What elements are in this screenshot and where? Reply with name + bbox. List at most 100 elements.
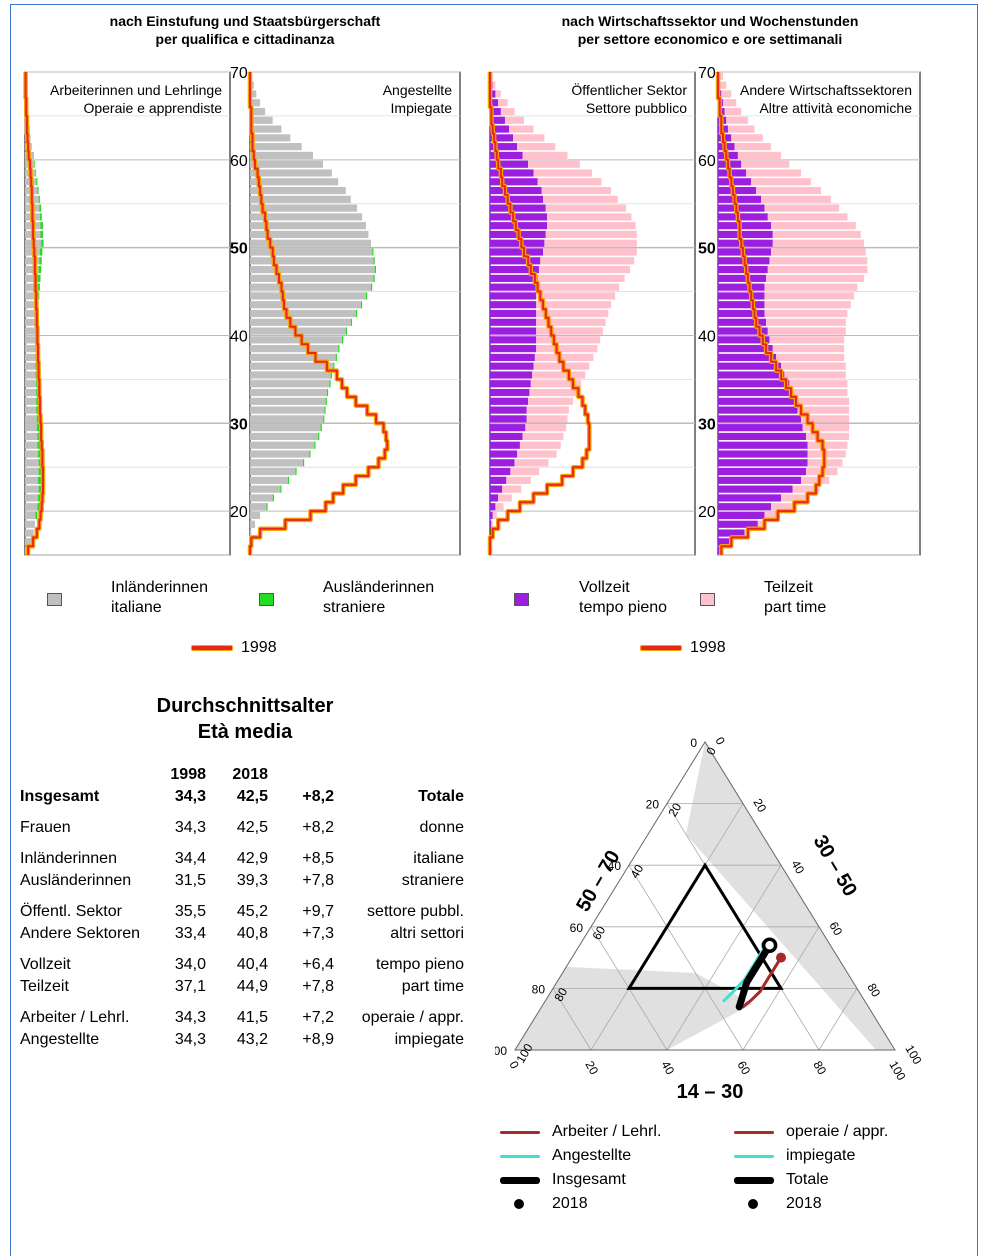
legend-label-vollzeit: Vollzeit tempo pieno xyxy=(579,579,668,616)
bar-b xyxy=(514,459,549,467)
bar-a xyxy=(490,204,546,212)
bar-a xyxy=(718,239,773,247)
bar-b xyxy=(38,476,43,484)
bar-b xyxy=(764,511,780,520)
grid-bottom xyxy=(666,864,782,1051)
bar-a xyxy=(250,107,266,116)
bar-b xyxy=(536,301,612,309)
bar-b xyxy=(543,195,618,203)
bar-a xyxy=(25,397,37,405)
bar-b xyxy=(764,301,851,309)
cell-d: +9,7 xyxy=(302,903,334,920)
cell-v2: 44,9 xyxy=(236,978,268,995)
ternary-legend-label: 2018 xyxy=(786,1195,822,1212)
bar-b xyxy=(504,116,524,124)
bar-b xyxy=(302,459,305,467)
y-tick-label: 50 xyxy=(230,241,248,258)
bar-b xyxy=(776,353,845,361)
legend-label-1998-left: 1998 xyxy=(241,639,277,656)
bar-b xyxy=(41,239,44,247)
cell-d: +8,2 xyxy=(302,788,334,805)
bar-a xyxy=(490,424,526,432)
bar-b xyxy=(373,257,375,265)
avg-table: 1998 2018 Insgesamt 34,3 42,5 +8,2 Totale Fra… xyxy=(20,764,464,1051)
cell-de: Arbeiter / Lehrl. xyxy=(20,1009,130,1026)
table-spacer xyxy=(20,839,464,848)
table-row: Andere Sektoren 33,4 40,8 +7,3 altri settori xyxy=(20,923,464,945)
bar-a xyxy=(250,274,374,282)
bar-a xyxy=(490,301,537,309)
bar-a xyxy=(250,186,346,195)
bar-a xyxy=(490,134,514,142)
bar-b xyxy=(545,204,626,212)
bar-b xyxy=(38,195,40,203)
bar-a xyxy=(490,406,527,414)
panel-title-de: Andere Wirtschaftssektoren xyxy=(740,82,912,98)
bar-a xyxy=(250,230,369,239)
bar-a xyxy=(490,160,529,168)
cell-de: Inländerinnen xyxy=(20,850,117,867)
bar-b xyxy=(796,397,850,405)
bar-a xyxy=(250,283,371,291)
bar-a xyxy=(25,494,39,502)
bar-a xyxy=(718,283,765,291)
bar-b xyxy=(314,441,316,449)
bar-b xyxy=(734,143,772,151)
bar-b xyxy=(500,107,515,116)
bar-b xyxy=(545,230,637,239)
bar-a xyxy=(490,213,548,221)
tick-bottom: 40 xyxy=(658,1059,677,1078)
avg-title-de: Durchschnittsalter xyxy=(156,695,334,717)
bar-a xyxy=(490,362,534,370)
bar-b xyxy=(365,292,368,300)
bar-a xyxy=(490,125,510,133)
bar-b xyxy=(38,266,42,274)
cell-d: +7,2 xyxy=(302,1009,334,1026)
bar-a xyxy=(250,257,374,265)
bar-a xyxy=(718,318,767,326)
bar-b xyxy=(324,406,326,414)
bar-b xyxy=(766,274,865,282)
ternary-legend-label: impiegate xyxy=(786,1147,856,1164)
y-tick-label: 60 xyxy=(698,153,716,170)
bar-b xyxy=(40,230,43,239)
avg-title: Durchschnittsalter Età media xyxy=(100,693,390,745)
bar-a xyxy=(250,143,302,151)
ternary-legend-mark xyxy=(500,1176,540,1184)
panel-title-de: Öffentlicher Sektor xyxy=(571,81,687,98)
legend-swatch-inland xyxy=(47,593,62,606)
cell-v1: 35,5 xyxy=(174,903,206,920)
cell-v2: 39,3 xyxy=(236,872,268,889)
bar-b xyxy=(784,371,846,379)
ternary-legend-mark xyxy=(734,1154,774,1158)
bar-a xyxy=(25,362,36,370)
bar-b xyxy=(37,274,41,282)
grid-left xyxy=(552,988,592,1051)
bar-b xyxy=(333,362,335,370)
ternary-legend-label: 2018 xyxy=(552,1195,588,1212)
bar-b xyxy=(506,476,531,484)
bar-a xyxy=(25,511,36,520)
bar-b xyxy=(498,494,512,502)
bar-a xyxy=(718,432,806,441)
bar-b xyxy=(266,503,268,511)
ternary-legend-mark xyxy=(500,1154,540,1158)
bar-a xyxy=(490,143,518,151)
cell-de: Vollzeit xyxy=(20,956,71,973)
tick-bottom: 20 xyxy=(582,1059,601,1078)
cell-de: Teilzeit xyxy=(20,978,69,995)
bar-a xyxy=(490,239,545,247)
bar-a xyxy=(490,353,535,361)
series-path xyxy=(735,941,774,1011)
bar-a xyxy=(490,441,520,449)
bar-b xyxy=(536,318,606,326)
bar-a xyxy=(250,406,325,414)
bar-b xyxy=(272,494,274,502)
bar-a xyxy=(25,283,37,291)
bar-a xyxy=(718,467,806,476)
legend-swatch-ausland xyxy=(259,593,274,606)
ternary-chart: 0100010020802080406040606040604080208020… xyxy=(495,735,925,1104)
reference-triangle xyxy=(626,862,784,990)
bar-a xyxy=(490,257,541,265)
cell-de: Frauen xyxy=(20,819,71,836)
